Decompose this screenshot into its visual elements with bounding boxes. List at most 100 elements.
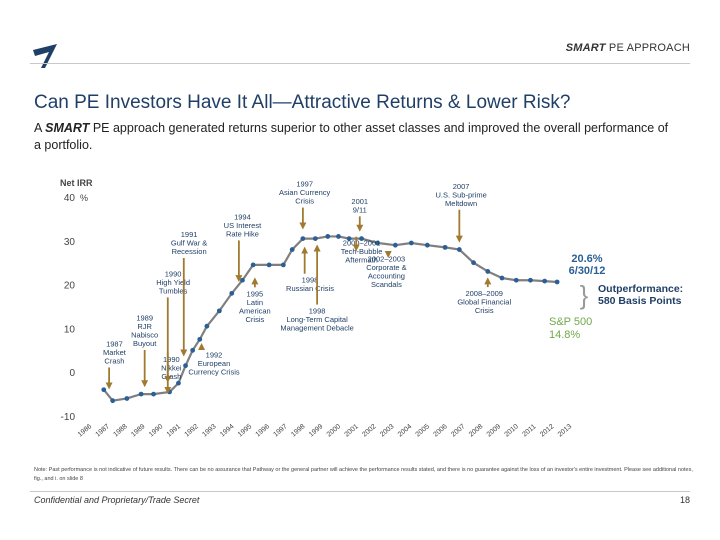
event-annotation-line: 1998 [302, 276, 319, 285]
event-annotation: 1995 Latin American Crisis [239, 289, 271, 324]
net-irr-point [325, 234, 331, 239]
net-irr-point [456, 247, 462, 252]
y-tick-label: -10 [61, 412, 76, 423]
event-annotation-line: Accounting [368, 271, 405, 280]
event-annotation-line: Rate Hike [226, 229, 259, 238]
net-irr-point [542, 278, 548, 284]
event-annotation-line: Tumbles [159, 286, 188, 295]
x-tick-label: 2011 [521, 423, 537, 438]
event-annotation-line: Currency Crisis [188, 367, 240, 376]
x-tick-label: 2009 [486, 423, 503, 438]
net-irr-point [499, 275, 505, 281]
outperformance-brace-icon: } [580, 280, 589, 310]
net-irr-point [392, 242, 398, 248]
event-annotation-line: 2008–2009 [465, 289, 503, 298]
event-annotation-line: Crisis [475, 306, 494, 315]
event-annotation-line: European [198, 359, 231, 368]
x-tick-label: 1988 [112, 423, 129, 438]
event-annotation-line: US Interest [224, 221, 262, 230]
event-annotation-line: U.S. Sub-prime [435, 190, 486, 199]
x-tick-label: 2005 [415, 423, 432, 438]
event-annotation-line: Scandals [371, 280, 402, 289]
x-tick-label: 1987 [95, 423, 112, 438]
event-annotation: 2001 9/11 [351, 197, 368, 215]
net-irr-point [190, 347, 196, 353]
x-tick-label: 1996 [255, 423, 272, 438]
net-irr-point [485, 269, 491, 274]
event-annotation-line: 1987 [106, 339, 123, 348]
subtitle-post: PE approach generated returns superior t… [34, 121, 669, 152]
event-annotation: 1987 Market Crash [103, 339, 127, 365]
x-tick-label: 1990 [148, 423, 165, 438]
x-tick-label: 1999 [308, 423, 325, 438]
section-label-smart: SMART [565, 42, 606, 54]
event-annotation-line: Nabisco [131, 330, 158, 339]
x-tick-label: 2000 [326, 423, 343, 438]
x-tick-label: 1986 [77, 423, 94, 438]
event-annotation-line: Gulf War & [171, 238, 207, 247]
x-tick-label: 2004 [397, 423, 414, 438]
net-irr-point [229, 290, 235, 296]
event-annotation-line: Buyout [133, 339, 157, 348]
slide-subtitle: A SMART PE approach generated returns su… [34, 120, 674, 154]
event-annotation: 1998 Long-Term Capital Management Debacle [280, 307, 353, 333]
slide-title: Can PE Investors Have It All—Attractive … [34, 92, 571, 113]
event-annotation-line: 2002–2003 [368, 254, 406, 263]
y-tick-label: 0 [69, 368, 75, 379]
event-annotation: 1990 Nikkei Crash [161, 355, 182, 381]
net-irr-point [513, 277, 519, 283]
net-irr-point [204, 323, 210, 329]
latest-irr-value: 20.6% [571, 253, 602, 265]
event-annotation-line: 1998 [309, 307, 326, 316]
event-annotation: 1992 European Currency Crisis [188, 350, 240, 376]
net-irr-point [408, 240, 414, 246]
x-tick-label: 2007 [450, 423, 467, 438]
net-irr-point [528, 277, 533, 283]
net-irr-point [312, 236, 318, 242]
event-annotation-line: High Yield [156, 278, 190, 287]
event-annotation-line: Crash [161, 372, 181, 381]
event-annotation: 2002–2003 Corporate & Accounting Scandals [366, 254, 406, 289]
event-annotation-line: Crisis [246, 315, 265, 324]
confidential-label: Confidential and Proprietary/Trade Secre… [34, 495, 200, 505]
event-annotation: 1997 Asian Currency Crisis [279, 180, 331, 206]
event-annotation: 1991 Gulf War & Recession [171, 230, 207, 256]
event-annotation-line: 1994 [234, 212, 251, 221]
outperformance-value: 580 Basis Points [598, 295, 682, 307]
event-annotation: 2007 U.S. Sub-prime Meltdown [435, 182, 486, 208]
event-annotation: 1989 RJR Nabisco Buyout [131, 313, 158, 348]
net-irr-point [240, 277, 245, 283]
event-annotation-line: Corporate & [366, 263, 406, 272]
event-annotation-line: 1997 [296, 180, 313, 189]
x-tick-label: 2010 [503, 423, 520, 438]
y-tick-label: 30 [64, 237, 76, 248]
event-annotation-line: Long-Term Capital [286, 315, 348, 324]
event-annotation-line: Tech-Bubble [341, 247, 383, 256]
footnote: Note: Past performance is not indicative… [34, 467, 693, 482]
net-irr-point [424, 242, 430, 248]
x-tick-label: 2006 [432, 423, 449, 438]
y-tick-label: 20 [64, 281, 76, 292]
event-annotation: 2000–2001 Tech-Bubble Aftermath [341, 239, 383, 265]
event-annotation: 1990 High Yield Tumbles [156, 269, 190, 295]
event-annotation-line: RJR [137, 322, 152, 331]
event-annotation-line: Meltdown [445, 199, 477, 208]
net-irr-point [359, 236, 364, 242]
x-tick-label: 1997 [272, 423, 289, 438]
event-annotation-line: 1990 [163, 355, 180, 364]
net-irr-point [266, 262, 272, 268]
y-axis-label: Net IRR [60, 178, 93, 188]
event-annotation-line: Russian Crisis [286, 284, 334, 293]
event-annotation-line: Crash [104, 356, 124, 365]
net-irr-point [101, 387, 107, 393]
y-unit-label: % [80, 193, 88, 203]
net-irr-point [289, 247, 295, 252]
event-annotation: 1998 Russian Crisis [286, 276, 334, 294]
event-annotation-line: 1990 [165, 269, 182, 278]
event-annotation-line: Management Debacle [280, 324, 353, 333]
event-annotation-line: 1992 [206, 350, 223, 359]
event-annotation-line: 1991 [181, 230, 198, 239]
event-annotation-line: Recession [172, 247, 207, 256]
page-number: 18 [679, 495, 690, 505]
net-irr-point [151, 391, 156, 397]
